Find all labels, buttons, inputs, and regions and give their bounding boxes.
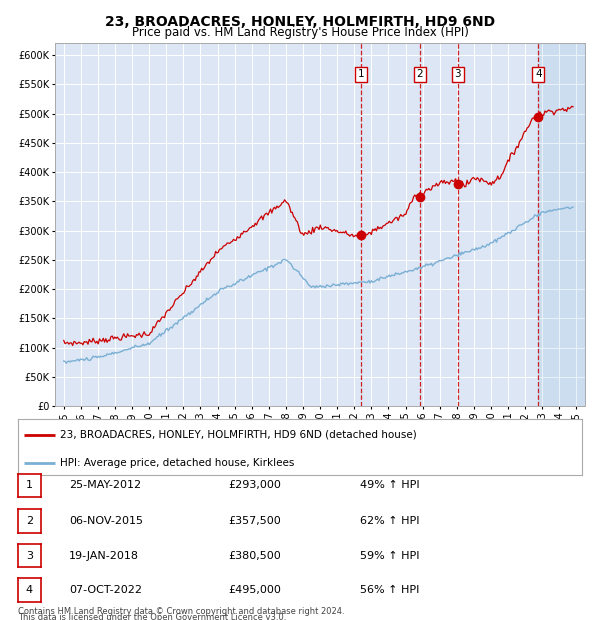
Text: 25-MAY-2012: 25-MAY-2012 xyxy=(69,480,141,490)
Text: 3: 3 xyxy=(454,69,461,79)
Text: 59% ↑ HPI: 59% ↑ HPI xyxy=(360,551,419,560)
Text: 49% ↑ HPI: 49% ↑ HPI xyxy=(360,480,419,490)
Text: 4: 4 xyxy=(535,69,542,79)
Text: 23, BROADACRES, HONLEY, HOLMFIRTH, HD9 6ND: 23, BROADACRES, HONLEY, HOLMFIRTH, HD9 6… xyxy=(105,15,495,29)
Text: 62% ↑ HPI: 62% ↑ HPI xyxy=(360,516,419,526)
Text: 19-JAN-2018: 19-JAN-2018 xyxy=(69,551,139,560)
Text: 07-OCT-2022: 07-OCT-2022 xyxy=(69,585,142,595)
Text: £495,000: £495,000 xyxy=(228,585,281,595)
Bar xyxy=(538,43,585,406)
Text: £357,500: £357,500 xyxy=(228,516,281,526)
Text: 4: 4 xyxy=(26,585,33,595)
Text: 56% ↑ HPI: 56% ↑ HPI xyxy=(360,585,419,595)
Text: Price paid vs. HM Land Registry's House Price Index (HPI): Price paid vs. HM Land Registry's House … xyxy=(131,26,469,38)
Text: 06-NOV-2015: 06-NOV-2015 xyxy=(69,516,143,526)
Text: 2: 2 xyxy=(416,69,423,79)
Text: This data is licensed under the Open Government Licence v3.0.: This data is licensed under the Open Gov… xyxy=(18,613,286,620)
Text: HPI: Average price, detached house, Kirklees: HPI: Average price, detached house, Kirk… xyxy=(60,458,295,467)
Text: 1: 1 xyxy=(26,480,33,490)
Text: £293,000: £293,000 xyxy=(228,480,281,490)
Text: £380,500: £380,500 xyxy=(228,551,281,560)
Text: Contains HM Land Registry data © Crown copyright and database right 2024.: Contains HM Land Registry data © Crown c… xyxy=(18,608,344,616)
Text: 23, BROADACRES, HONLEY, HOLMFIRTH, HD9 6ND (detached house): 23, BROADACRES, HONLEY, HOLMFIRTH, HD9 6… xyxy=(60,430,417,440)
Text: 1: 1 xyxy=(358,69,364,79)
Text: 3: 3 xyxy=(26,551,33,560)
Text: 2: 2 xyxy=(26,516,33,526)
